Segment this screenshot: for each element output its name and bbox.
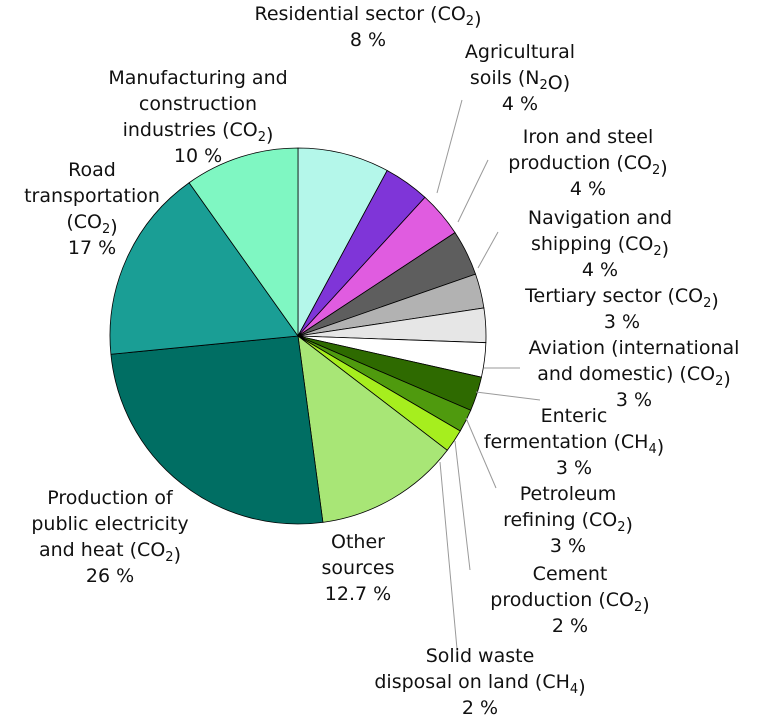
- leader-lines: [436, 99, 541, 661]
- slice-label: Petroleum refining (CO2) 3 %: [503, 483, 633, 557]
- slice-label: Navigation and shipping (CO2) 4 %: [528, 207, 672, 281]
- slice-label: Solid waste disposal on land (CH4) 2 %: [374, 645, 585, 716]
- slice-label: Production of public electricity and heat …: [31, 487, 188, 587]
- leader-line: [475, 391, 541, 401]
- pie-slice-manufacturing-and: [188, 147, 299, 338]
- slice-label: Aviation (international and domestic) (CO…: [529, 337, 740, 411]
- leader-line: [477, 231, 499, 269]
- pie-slice-residential-sector-co2: [297, 147, 388, 337]
- leader-line: [465, 417, 497, 489]
- leader-line: [436, 99, 463, 194]
- pie-slices: [109, 147, 487, 525]
- slice-label: Iron and steel production (CO2) 4 %: [508, 126, 667, 200]
- slice-label: Agricultural soils (N2O) 4 %: [465, 41, 575, 115]
- slice-label: Enteric fermentation (CH4) 3 %: [484, 405, 664, 479]
- slice-label: Tertiary sector (CO2) 3 %: [524, 285, 719, 333]
- leader-line: [457, 159, 489, 223]
- leader-line: [439, 461, 459, 661]
- slice-label: Other sources 12.7 %: [322, 531, 395, 605]
- pie-slice-other: [297, 335, 448, 523]
- slice-label: Cement production (CO2) 2 %: [490, 563, 649, 637]
- slice-label: Residential sector (CO2) 8 %: [255, 3, 482, 51]
- pie-slice-road: [109, 182, 299, 355]
- leader-line: [454, 440, 471, 571]
- pie-slice-production-of: [110, 335, 324, 525]
